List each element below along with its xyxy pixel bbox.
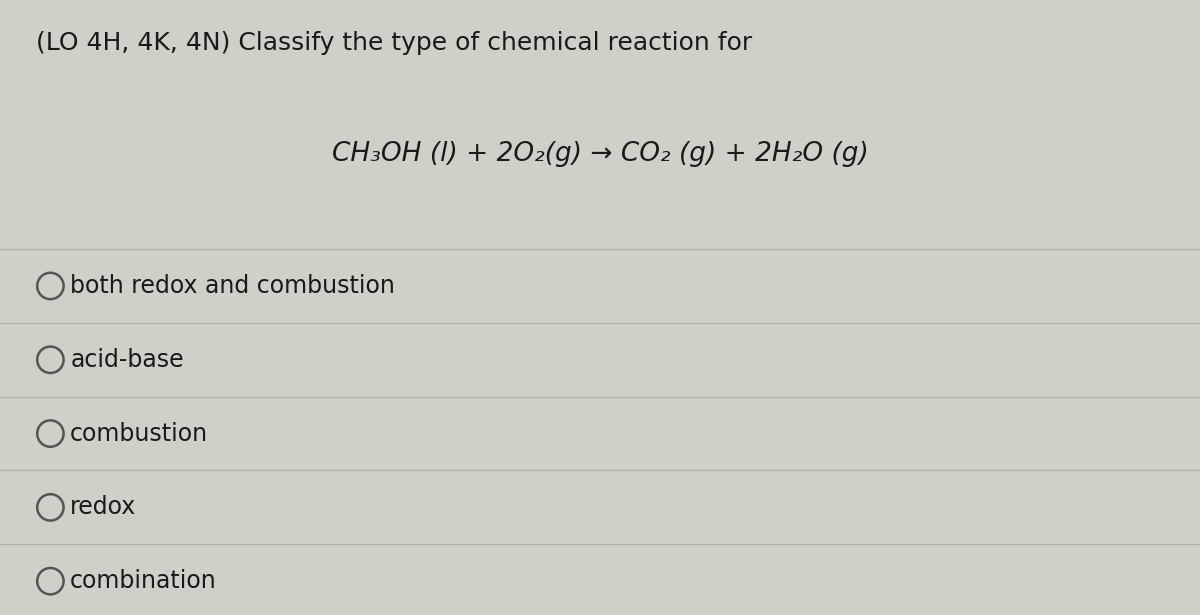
Text: acid-base: acid-base [70, 347, 184, 372]
Text: both redox and combustion: both redox and combustion [70, 274, 395, 298]
Text: combination: combination [70, 569, 217, 593]
Text: (LO 4H, 4K, 4N) Classify the type of chemical reaction for: (LO 4H, 4K, 4N) Classify the type of che… [36, 31, 752, 55]
Text: redox: redox [70, 495, 137, 520]
Text: combustion: combustion [70, 421, 209, 446]
Text: CH₃OH (l) + 2O₂(g) → CO₂ (g) + 2H₂O (g): CH₃OH (l) + 2O₂(g) → CO₂ (g) + 2H₂O (g) [331, 141, 869, 167]
